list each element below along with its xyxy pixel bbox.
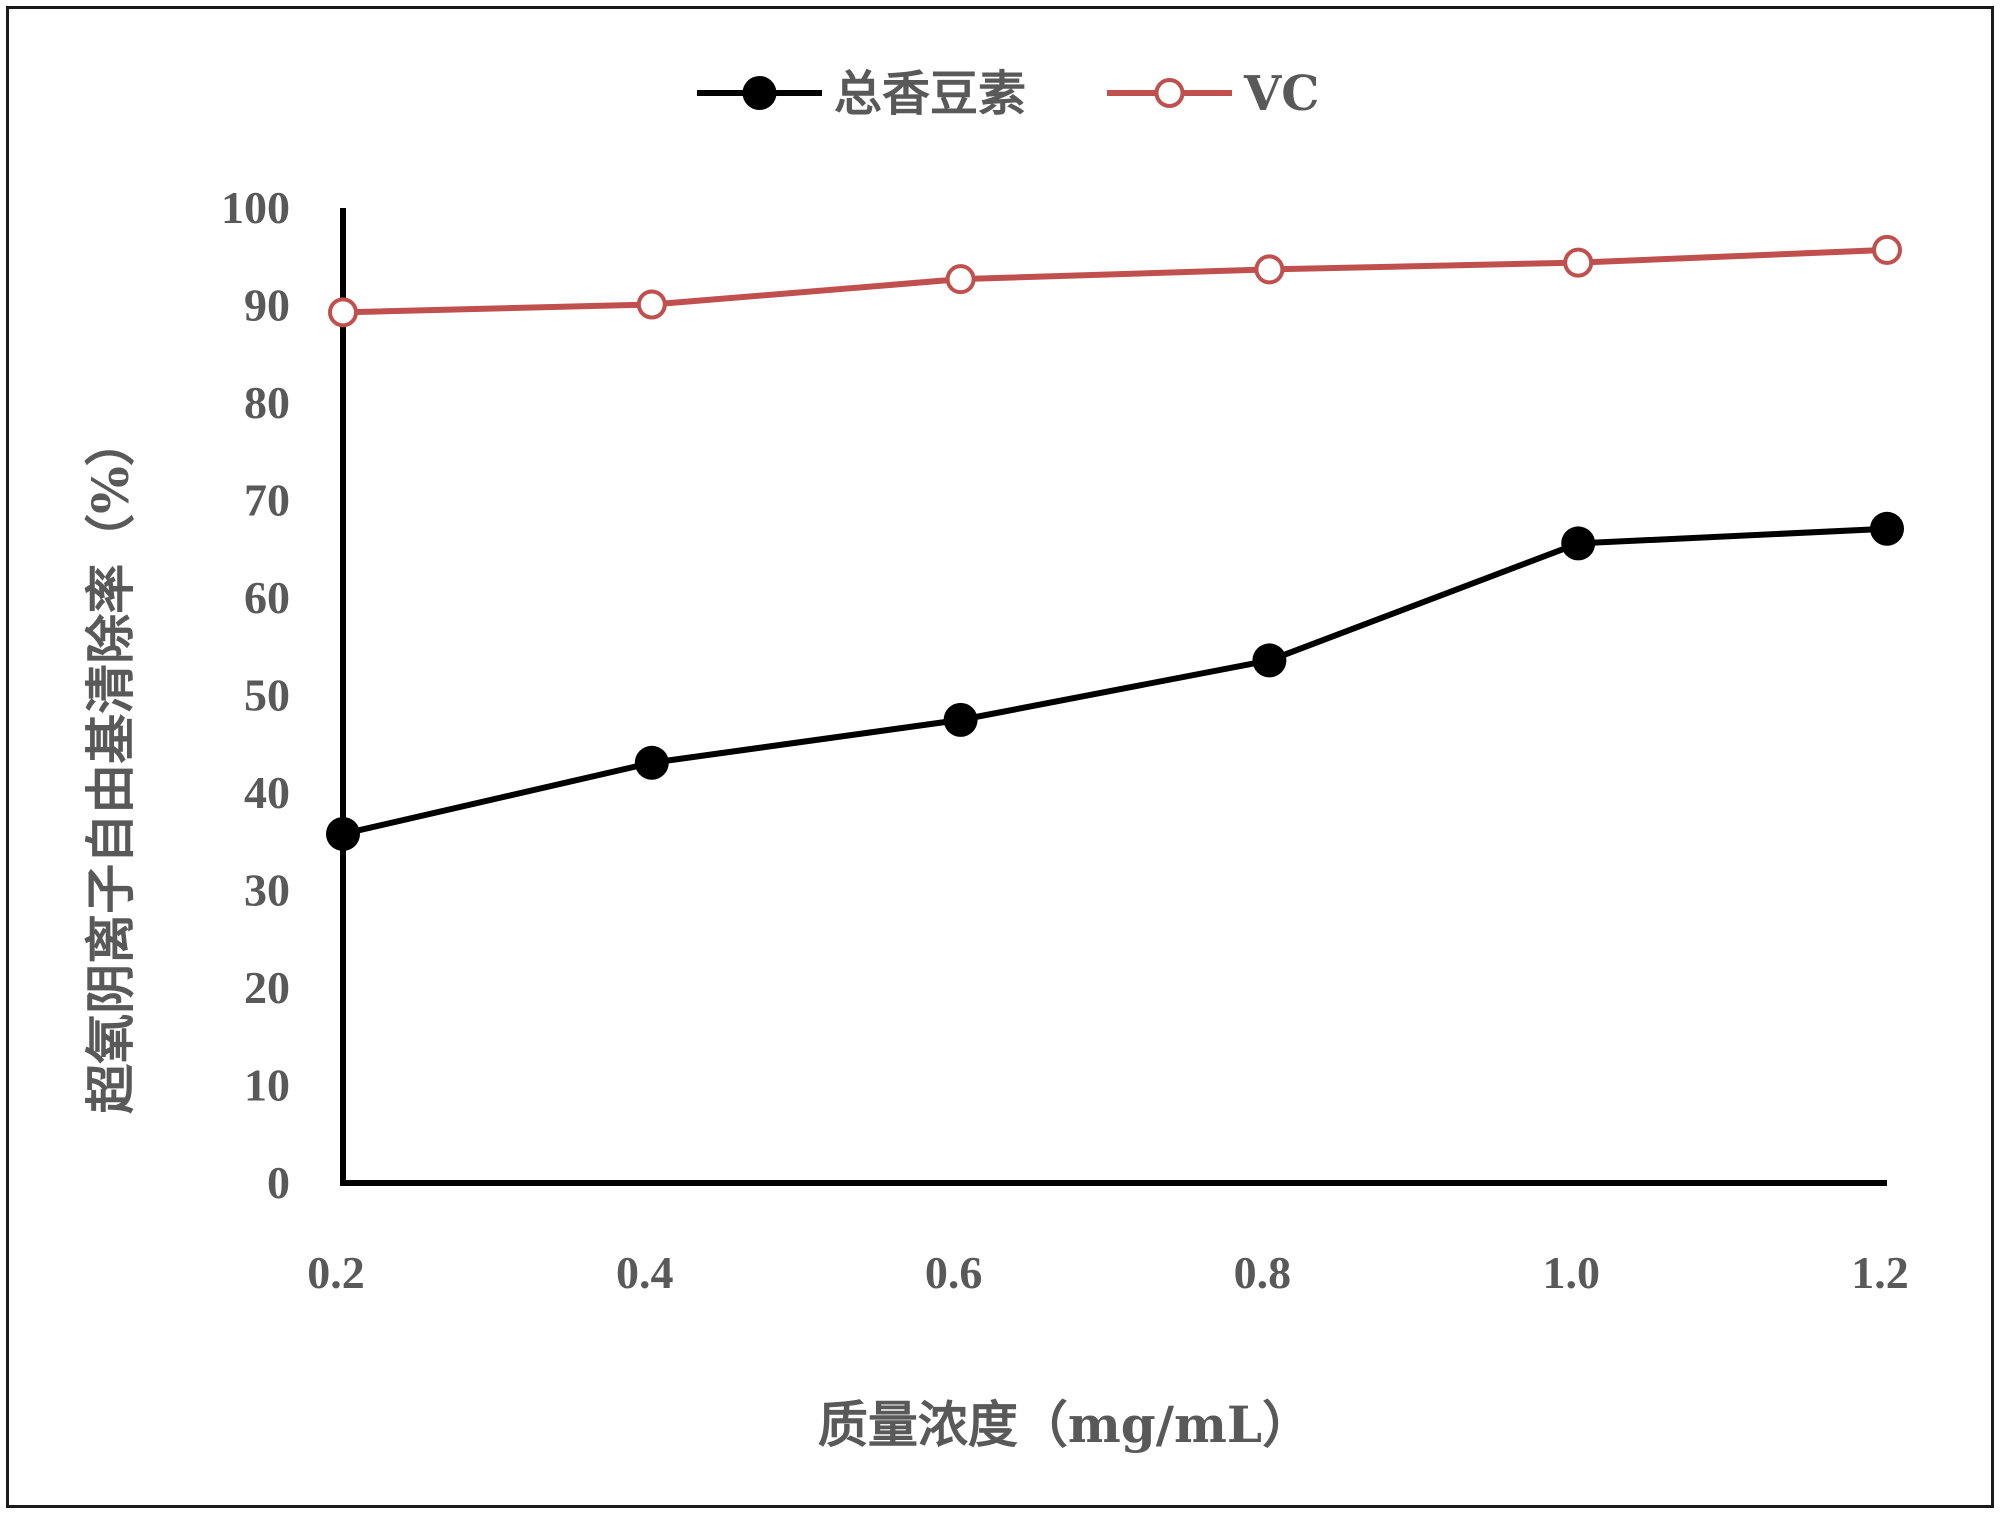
series-layer <box>326 234 1904 851</box>
y-tick-label: 90 <box>244 280 290 331</box>
legend: 总香豆素 VC <box>697 66 1319 122</box>
y-tick-label: 0 <box>267 1157 290 1208</box>
series-line <box>342 525 1888 837</box>
data-point <box>943 702 978 737</box>
data-point <box>634 745 669 780</box>
y-tick-label: 20 <box>244 962 290 1013</box>
y-tick-label: 80 <box>244 377 290 428</box>
y-tick-label: 40 <box>244 767 290 818</box>
x-tick-label: 0.4 <box>616 1247 674 1298</box>
data-point <box>1252 643 1287 678</box>
legend-item: 总香豆素 <box>697 66 1026 122</box>
x-tick-label: 0.2 <box>307 1247 365 1298</box>
legend-label: VC <box>1243 66 1319 122</box>
x-tick-labels: 0.2 0.4 0.6 0.8 1.0 1.2 <box>307 1247 1909 1298</box>
series-line <box>342 246 1888 316</box>
x-tick-label: 1.2 <box>1851 1247 1909 1298</box>
y-axis-title: 超氧阴离子自由基清除率（%） <box>81 416 140 1114</box>
y-tick-labels: 0 10 20 30 40 50 60 70 80 90 100 <box>221 182 290 1208</box>
data-point <box>1870 511 1904 546</box>
series-vc <box>328 234 1902 328</box>
data-point <box>328 297 358 328</box>
x-tick-label: 0.6 <box>925 1247 983 1298</box>
legend-item: VC <box>1107 66 1319 122</box>
y-tick-label: 70 <box>244 475 290 526</box>
x-tick-label: 0.8 <box>1234 1247 1292 1298</box>
axes <box>340 208 1887 1186</box>
data-point <box>636 289 667 320</box>
y-tick-label: 30 <box>244 865 290 916</box>
y-tick-label: 50 <box>244 670 290 721</box>
y-tick-label: 60 <box>244 572 290 623</box>
data-point <box>945 264 976 295</box>
y-tick-label: 100 <box>221 182 290 233</box>
x-axis-title: 质量浓度（mg/mL） <box>818 1395 1312 1454</box>
data-point <box>1561 526 1596 561</box>
x-tick-label: 1.0 <box>1542 1247 1600 1298</box>
legend-marker <box>1154 78 1185 108</box>
data-point <box>1254 254 1285 285</box>
data-point <box>1872 234 1902 265</box>
data-point <box>326 816 360 851</box>
data-point <box>1563 247 1594 278</box>
legend-marker <box>742 76 777 110</box>
series-coumarin <box>326 511 1904 851</box>
y-tick-label: 10 <box>244 1060 290 1111</box>
legend-label: 总香豆素 <box>834 66 1026 122</box>
